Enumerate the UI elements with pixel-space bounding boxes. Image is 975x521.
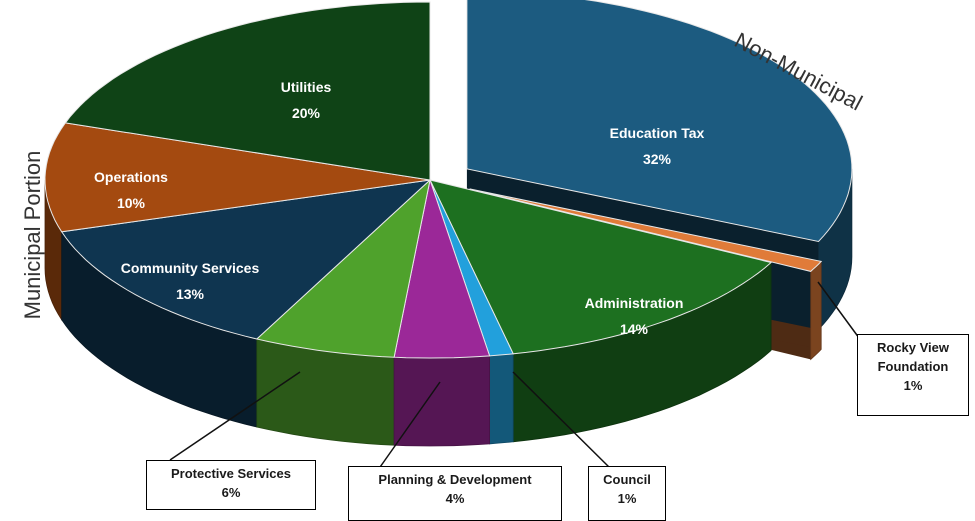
slice-labels: Education Tax 32% Administration 14% Communi… (94, 79, 704, 337)
slice-value-utilities: 20% (292, 105, 321, 121)
slice-side-council (489, 353, 514, 445)
slice-value-administration: 14% (620, 321, 649, 337)
council-callout-name: Council (603, 472, 651, 487)
slice-side-rocky-view-foundation (810, 260, 822, 361)
slice-label-operations: Operations (94, 169, 168, 185)
planning-callout-pct: 4% (445, 491, 465, 506)
slice-community-services (60, 179, 432, 340)
leader-line-council (512, 371, 613, 471)
pie-tops (44, 0, 853, 359)
slice-utilities (64, 1, 431, 181)
slice-rocky-view-foundation (469, 188, 823, 272)
protective-callout-name: Protective Services (171, 466, 291, 481)
leader-line-protective-services (169, 371, 301, 461)
council-callout-pct: 1% (617, 491, 637, 506)
slice-label-utilities: Utilities (281, 79, 332, 95)
leader-line-rocky-view-foundation (817, 281, 863, 343)
slice-label-community-services: Community Services (121, 260, 260, 276)
slice-administration (429, 179, 773, 355)
protective-callout-pct: 6% (221, 485, 241, 500)
slice-operations (44, 122, 431, 233)
rocky-view-callout-line2: Foundation (877, 359, 949, 374)
slice-value-operations: 10% (117, 195, 146, 211)
council-callout: Council 1% (588, 466, 666, 521)
planning-callout-name: Planning & Development (378, 472, 532, 487)
leader-line-planning-development (377, 381, 441, 471)
slice-label-administration: Administration (585, 295, 684, 311)
rocky-view-foundation-callout: Rocky View Foundation 1% (857, 334, 969, 416)
slice-planning-development (393, 178, 491, 359)
slice-side-planning-development (393, 355, 490, 447)
municipal-portion-title: Municipal Portion (20, 151, 45, 320)
callout-leader-lines (169, 281, 863, 471)
planning-development-callout: Planning & Development 4% (348, 466, 562, 521)
slice-protective-services (255, 178, 431, 358)
rocky-view-callout-pct: 1% (903, 378, 923, 393)
protective-services-callout: Protective Services 6% (146, 460, 316, 510)
slice-value-community-services: 13% (176, 286, 205, 302)
slice-label-education-tax: Education Tax (610, 125, 705, 141)
slice-education-tax (466, 0, 853, 243)
rocky-view-callout-line1: Rocky View (876, 340, 950, 355)
slice-value-education-tax: 32% (643, 151, 672, 167)
